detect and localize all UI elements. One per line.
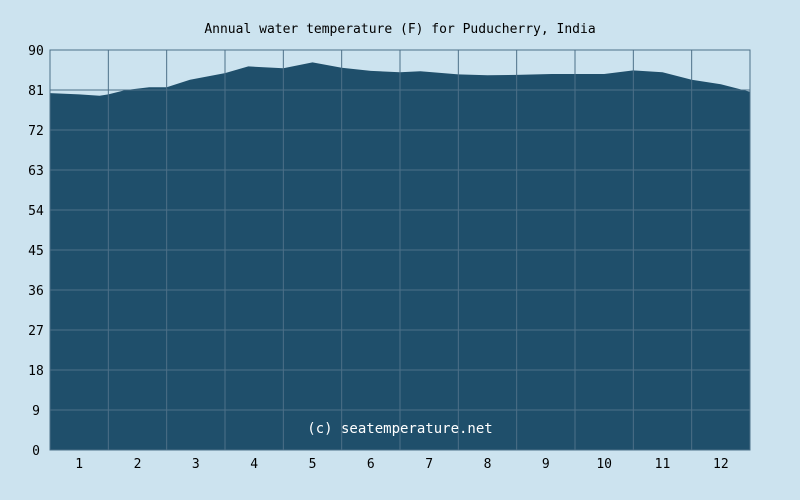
y-tick-label: 81 [28,84,44,99]
y-tick-label: 0 [32,444,40,459]
x-tick-label: 6 [367,457,375,472]
x-tick-label: 5 [309,457,317,472]
x-tick-label: 4 [250,457,258,472]
x-tick-label: 1 [75,457,83,472]
x-tick-label: 2 [134,457,142,472]
watermark: (c) seatemperature.net [307,421,492,437]
x-tick-label: 12 [713,457,729,472]
x-tick-label: 10 [596,457,612,472]
y-tick-label: 36 [28,284,44,299]
x-tick-label: 7 [425,457,433,472]
x-tick-label: 8 [484,457,492,472]
y-tick-label: 45 [28,244,44,259]
y-tick-label: 90 [28,44,44,59]
x-tick-label: 3 [192,457,200,472]
y-tick-label: 9 [32,404,40,419]
x-tick-label: 11 [655,457,671,472]
y-tick-label: 72 [28,124,44,139]
y-tick-label: 63 [28,164,44,179]
x-tick-label: 9 [542,457,550,472]
y-tick-label: 27 [28,324,44,339]
y-tick-label: 54 [28,204,44,219]
y-tick-label: 18 [28,364,44,379]
plot-frame [49,49,751,451]
chart-title: Annual water temperature (F) for Puduche… [204,22,595,37]
